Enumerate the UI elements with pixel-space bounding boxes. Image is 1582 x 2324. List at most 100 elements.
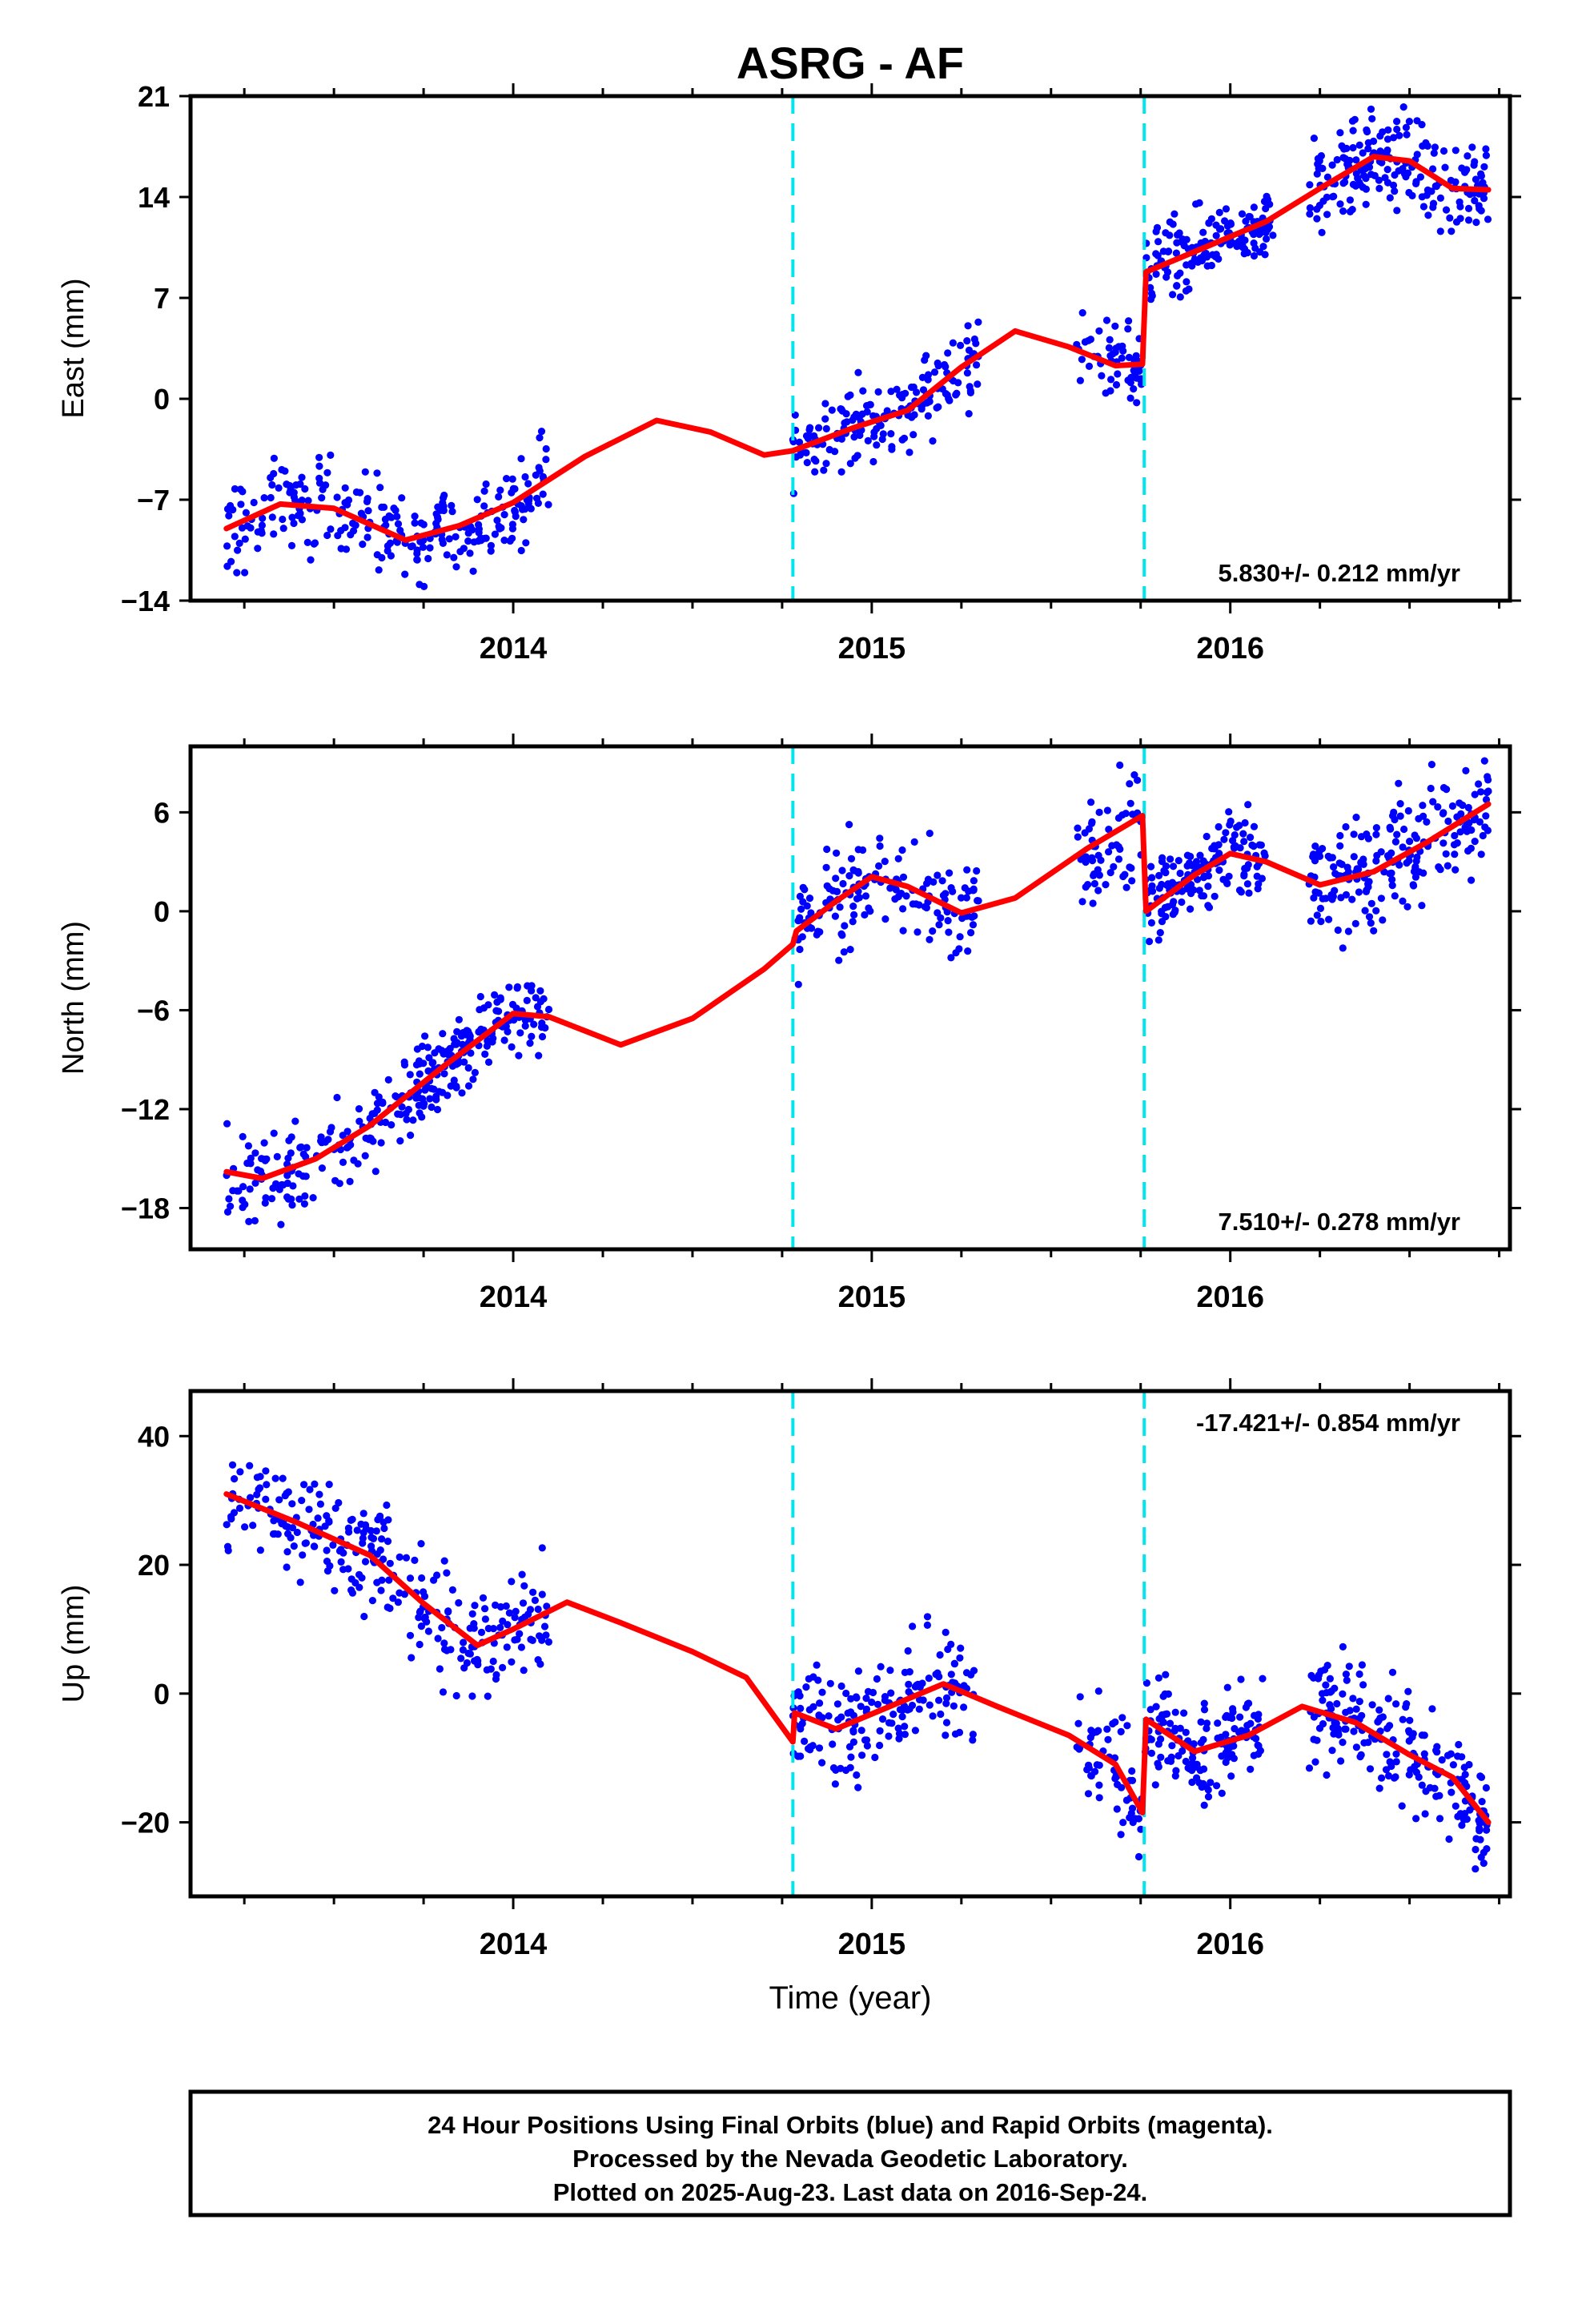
data-point xyxy=(323,468,331,476)
data-point xyxy=(347,1575,355,1583)
data-point xyxy=(946,869,954,877)
data-point xyxy=(249,1522,257,1530)
data-point xyxy=(1243,248,1251,257)
data-point xyxy=(477,1628,486,1636)
data-point xyxy=(1189,861,1197,869)
data-point xyxy=(1355,888,1363,896)
data-point xyxy=(1424,211,1432,219)
data-point xyxy=(849,918,857,926)
data-point xyxy=(1337,1757,1345,1765)
data-point xyxy=(1095,808,1103,817)
data-point xyxy=(1480,163,1488,171)
data-point xyxy=(439,1030,447,1038)
data-point xyxy=(894,893,902,901)
y-tick-label: 14 xyxy=(138,181,170,214)
data-point xyxy=(1164,880,1172,888)
data-point xyxy=(1402,123,1410,131)
data-point xyxy=(227,1202,235,1210)
data-point xyxy=(495,493,503,501)
data-point xyxy=(1452,866,1460,874)
y-tick-label: −12 xyxy=(121,1093,170,1126)
data-point xyxy=(1444,817,1452,826)
data-point xyxy=(420,582,428,591)
data-point xyxy=(1226,241,1234,249)
data-point xyxy=(1350,853,1358,861)
data-point xyxy=(512,1004,520,1012)
data-point xyxy=(1370,927,1378,935)
data-point xyxy=(863,1742,871,1750)
data-point xyxy=(1076,376,1084,384)
data-point xyxy=(281,467,289,475)
data-point xyxy=(271,1474,279,1482)
data-point xyxy=(816,1699,824,1707)
data-point xyxy=(394,1598,402,1606)
data-point xyxy=(1087,798,1095,806)
data-point xyxy=(542,1631,550,1639)
data-point xyxy=(406,1574,415,1582)
data-point xyxy=(1404,1687,1412,1695)
data-point xyxy=(1346,196,1354,204)
data-point xyxy=(487,547,495,555)
y-tick-label: −20 xyxy=(121,1807,170,1839)
data-point xyxy=(1223,879,1231,887)
data-point xyxy=(444,1047,452,1055)
data-point xyxy=(349,519,357,528)
data-point xyxy=(926,830,934,838)
data-point xyxy=(306,1486,314,1494)
data-point xyxy=(1468,876,1476,884)
data-point xyxy=(899,873,908,881)
data-point xyxy=(1175,229,1183,237)
data-point xyxy=(1153,223,1162,231)
data-point xyxy=(854,1783,862,1791)
data-point xyxy=(1315,889,1323,897)
data-point xyxy=(967,1671,975,1679)
data-point xyxy=(406,1132,415,1140)
data-point xyxy=(346,1177,354,1185)
data-point xyxy=(1095,1794,1103,1802)
data-point xyxy=(515,1051,523,1059)
data-point xyxy=(1339,179,1347,187)
data-point xyxy=(1480,195,1488,203)
data-point xyxy=(327,525,335,533)
data-point xyxy=(489,1035,497,1043)
y-tick-label: 21 xyxy=(138,80,170,113)
data-point xyxy=(1352,814,1360,822)
data-point xyxy=(1121,870,1129,879)
data-point xyxy=(850,911,858,919)
data-point xyxy=(973,866,981,875)
data-point xyxy=(1330,863,1338,871)
data-point xyxy=(923,1621,931,1629)
data-point xyxy=(241,535,249,543)
data-point xyxy=(970,887,978,895)
data-point xyxy=(511,506,519,515)
data-point xyxy=(1169,220,1177,228)
data-point xyxy=(846,1763,854,1771)
data-point xyxy=(246,1462,254,1470)
data-point xyxy=(825,1712,833,1720)
data-point xyxy=(1114,855,1123,863)
data-point xyxy=(473,496,481,504)
north-model-line xyxy=(223,801,1492,1181)
data-point xyxy=(1187,881,1195,889)
data-point xyxy=(847,1753,855,1761)
data-point xyxy=(493,998,501,1006)
data-point xyxy=(335,1498,343,1507)
data-point xyxy=(1122,883,1130,891)
data-point xyxy=(847,1695,855,1703)
east-model-line xyxy=(223,154,1492,543)
data-point xyxy=(820,466,828,474)
data-point xyxy=(1387,1762,1395,1771)
data-point xyxy=(1461,1810,1469,1818)
data-point xyxy=(1147,862,1155,870)
data-point xyxy=(1330,1730,1338,1738)
data-point xyxy=(440,1645,449,1654)
data-point xyxy=(1093,1761,1101,1769)
data-point xyxy=(1155,871,1163,879)
data-point xyxy=(1084,881,1092,889)
data-point xyxy=(1388,875,1396,883)
data-point xyxy=(1333,155,1341,164)
data-point xyxy=(1388,882,1396,890)
data-point xyxy=(1429,798,1437,806)
data-point xyxy=(1259,1675,1267,1683)
data-point xyxy=(270,530,278,538)
